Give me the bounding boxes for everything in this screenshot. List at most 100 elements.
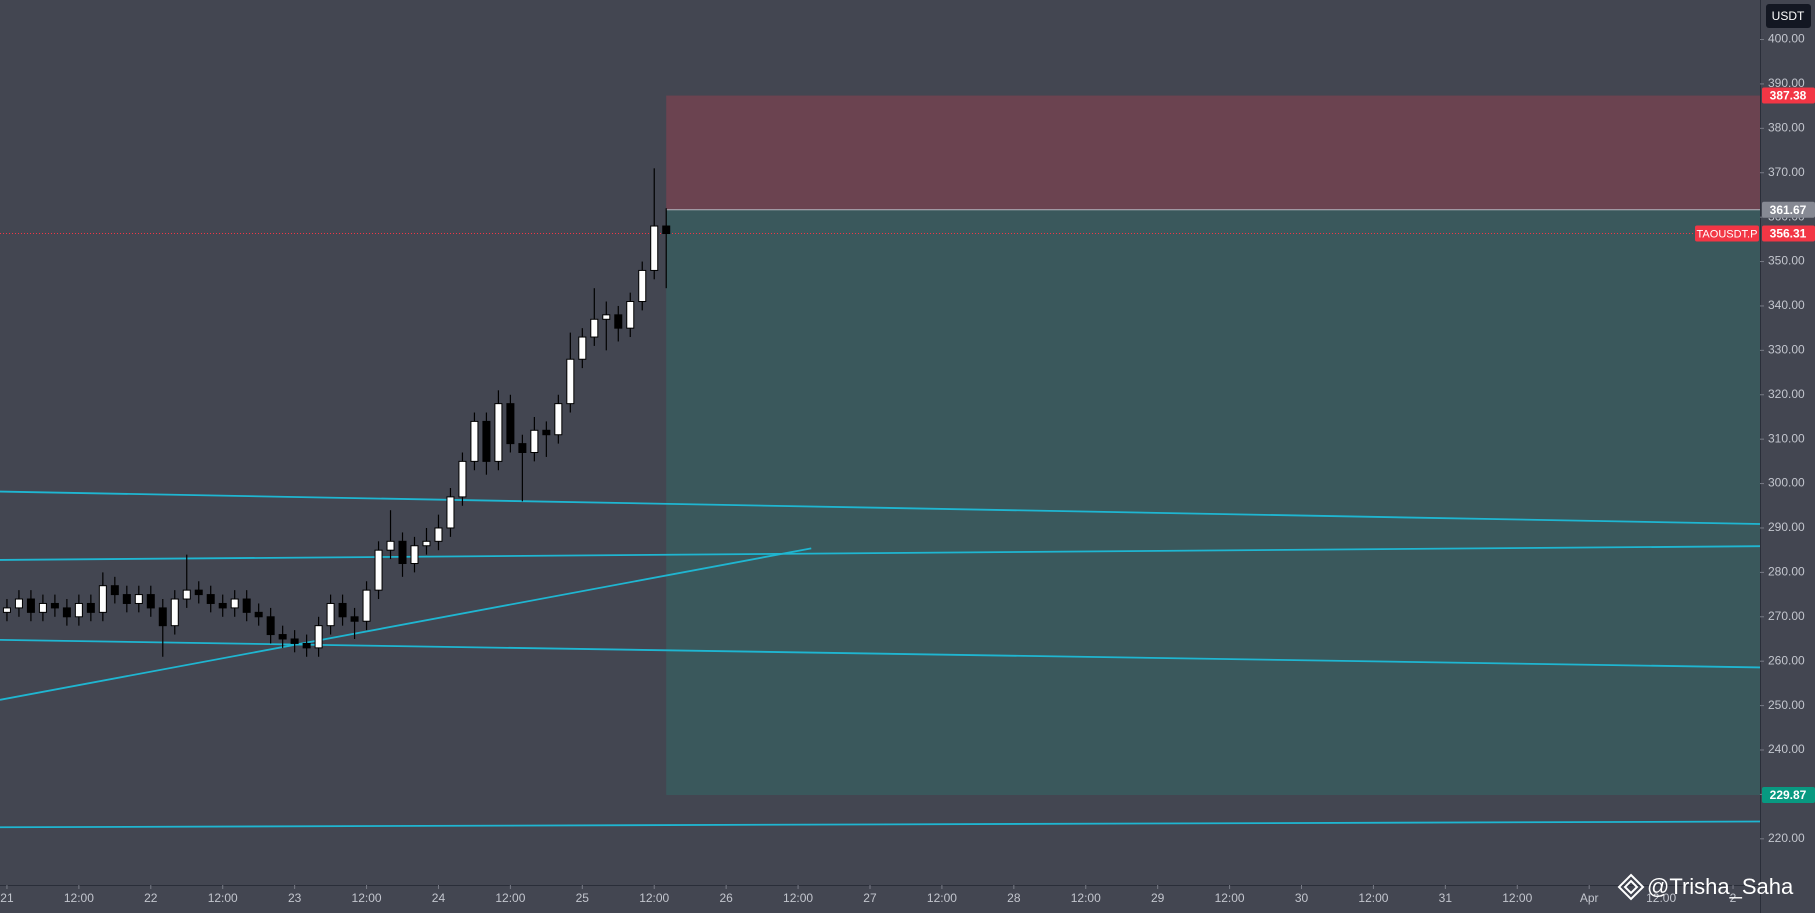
x-tick-label: 31 xyxy=(1439,891,1453,905)
candle-body xyxy=(398,540,407,565)
candle-body xyxy=(434,527,443,542)
x-tick-label: 25 xyxy=(576,891,590,905)
candle-body xyxy=(218,602,227,609)
candle-body xyxy=(170,598,179,627)
candle-body xyxy=(626,301,635,329)
y-tick-label: 320.00 xyxy=(1768,387,1805,401)
stop-price-label: 387.38 xyxy=(1770,89,1807,103)
x-tick-label: 12:00 xyxy=(783,891,813,905)
candle-body xyxy=(470,420,479,462)
candle-body xyxy=(494,403,503,462)
y-tick-label: 300.00 xyxy=(1768,476,1805,490)
candle-body xyxy=(122,594,131,604)
candle-body xyxy=(482,420,491,462)
candle-body xyxy=(338,602,347,618)
x-tick-label: 12:00 xyxy=(495,891,525,905)
plot-area xyxy=(0,95,1761,829)
candle-body xyxy=(182,589,191,600)
x-tick-label: 12:00 xyxy=(64,891,94,905)
last-price-label: 356.31 xyxy=(1770,227,1807,241)
candle-body xyxy=(74,602,83,618)
y-tick-label: 240.00 xyxy=(1768,742,1805,756)
x-tick-label: 12:00 xyxy=(1215,891,1245,905)
candle-body xyxy=(554,403,563,436)
y-tick-label: 290.00 xyxy=(1768,520,1805,534)
y-tick-label: 310.00 xyxy=(1768,431,1805,445)
candle-body xyxy=(110,585,119,596)
axes: 220.00230.00240.00250.00260.00270.00280.… xyxy=(0,32,1815,905)
candle-body xyxy=(446,496,455,529)
candle-body xyxy=(614,314,623,329)
x-tick-label: 12:00 xyxy=(1071,891,1101,905)
y-tick-label: 340.00 xyxy=(1768,298,1805,312)
candle-body xyxy=(98,585,107,613)
last-price-label-box xyxy=(1762,225,1815,242)
target-price-label: 229.87 xyxy=(1770,788,1807,802)
y-tick-label: 270.00 xyxy=(1768,609,1805,623)
candle-body xyxy=(14,598,23,609)
candle-body xyxy=(206,594,215,604)
x-tick-label: 2 xyxy=(1730,891,1737,905)
candle-body xyxy=(326,602,335,627)
y-tick-label: 380.00 xyxy=(1768,121,1805,135)
candle-body xyxy=(314,625,323,649)
candle-body xyxy=(158,607,167,627)
candle-body xyxy=(302,642,311,649)
candle-body xyxy=(662,225,671,235)
candle-body xyxy=(50,602,59,609)
candle-body xyxy=(410,545,419,565)
x-tick-label: 30 xyxy=(1295,891,1309,905)
x-tick-label: Apr xyxy=(1580,891,1599,905)
candle-body xyxy=(134,594,143,604)
trend-line xyxy=(0,545,1761,561)
trend-line xyxy=(0,638,1761,669)
candle-body xyxy=(542,429,551,436)
candle-body xyxy=(278,634,287,640)
x-tick-label: 28 xyxy=(1007,891,1021,905)
x-tick-label: 12:00 xyxy=(1358,891,1388,905)
trend-line xyxy=(0,820,1761,829)
candle-body xyxy=(518,443,527,453)
candle-body xyxy=(350,616,359,622)
y-tick-label: 350.00 xyxy=(1768,254,1805,268)
stop-price-label-box xyxy=(1762,87,1815,104)
x-tick-label: 26 xyxy=(719,891,733,905)
candle-body xyxy=(566,358,575,405)
x-tick-label: 12:00 xyxy=(1502,891,1532,905)
y-tick-label: 250.00 xyxy=(1768,698,1805,712)
candle-body xyxy=(362,589,371,622)
x-tick-label: 23 xyxy=(288,891,302,905)
y-tick-label: 280.00 xyxy=(1768,565,1805,579)
symbol-label: TAOUSDT.P xyxy=(1697,228,1758,240)
x-tick-label: 12:00 xyxy=(208,891,238,905)
candle-body xyxy=(422,540,431,547)
y-tick-label: 260.00 xyxy=(1768,653,1805,667)
currency-box xyxy=(1766,4,1811,28)
y-tick-label: 390.00 xyxy=(1768,76,1805,90)
target-price-label-box xyxy=(1762,786,1815,803)
y-tick-label: 330.00 xyxy=(1768,343,1805,357)
target-zone xyxy=(666,209,1761,795)
x-tick-label: 21 xyxy=(0,891,14,905)
candle-body xyxy=(386,540,395,551)
trend-line xyxy=(0,547,812,701)
x-tick-label: 12:00 xyxy=(639,891,669,905)
symbol-box xyxy=(1695,225,1759,242)
x-tick-label: 27 xyxy=(863,891,877,905)
candle-body xyxy=(230,598,239,609)
currency-label: USDT xyxy=(1772,9,1805,23)
candle-body xyxy=(242,598,251,613)
watermark: @Trisha_Saha xyxy=(1647,874,1794,899)
candle-body xyxy=(2,607,11,613)
candle-body xyxy=(602,314,611,320)
candle-body xyxy=(506,403,515,445)
candle-body xyxy=(530,429,539,453)
x-tick-label: 22 xyxy=(144,891,158,905)
candle-body xyxy=(290,638,299,644)
x-tick-label: 12:00 xyxy=(1646,891,1676,905)
candle-body xyxy=(590,318,599,338)
candle-body xyxy=(62,607,71,618)
candle-body xyxy=(38,602,47,613)
